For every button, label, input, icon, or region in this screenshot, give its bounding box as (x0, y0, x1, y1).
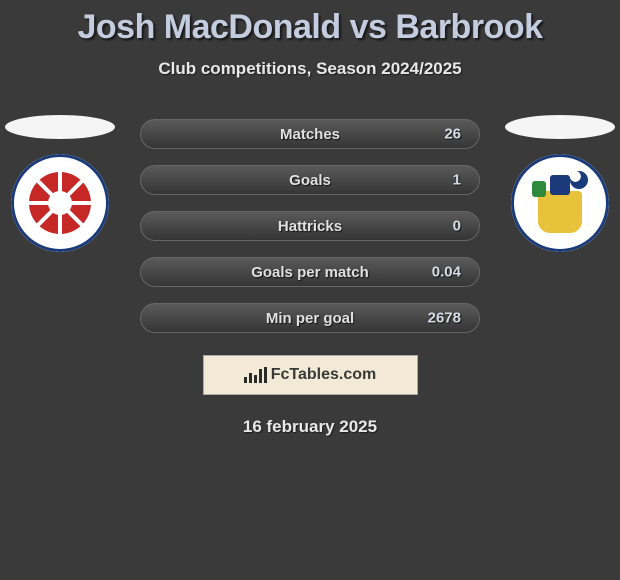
stat-label: Hattricks (278, 218, 342, 235)
stat-value: 26 (444, 126, 461, 143)
stats-list: Matches 26 Goals 1 Hattricks 0 Goals per… (140, 119, 480, 333)
stat-row-hattricks: Hattricks 0 (140, 211, 480, 241)
player-left-column (0, 115, 120, 252)
footer-date: 16 february 2025 (0, 417, 620, 437)
player-left-avatar (5, 115, 115, 139)
shield-icon (520, 163, 600, 243)
page-title: Josh MacDonald vs Barbrook (0, 0, 620, 47)
stat-value: 1 (453, 172, 461, 189)
stat-label: Matches (280, 126, 340, 143)
player-right-avatar (505, 115, 615, 139)
stat-label: Min per goal (266, 310, 354, 327)
comparison-content: Matches 26 Goals 1 Hattricks 0 Goals per… (0, 119, 620, 437)
stat-value: 0.04 (432, 264, 461, 281)
stat-row-goals-per-match: Goals per match 0.04 (140, 257, 480, 287)
club-crest-right (511, 154, 609, 252)
ship-wheel-icon (29, 172, 91, 234)
player-right-column (500, 115, 620, 252)
stat-value: 0 (453, 218, 461, 235)
stat-row-min-per-goal: Min per goal 2678 (140, 303, 480, 333)
logo-text: FcTables.com (271, 366, 377, 384)
stat-row-goals: Goals 1 (140, 165, 480, 195)
club-crest-left (11, 154, 109, 252)
stat-label: Goals (289, 172, 331, 189)
bar-chart-icon (244, 367, 267, 383)
stat-label: Goals per match (251, 264, 369, 281)
stat-value: 2678 (428, 310, 461, 327)
subtitle: Club competitions, Season 2024/2025 (0, 59, 620, 79)
fctables-logo: FcTables.com (203, 355, 418, 395)
stat-row-matches: Matches 26 (140, 119, 480, 149)
